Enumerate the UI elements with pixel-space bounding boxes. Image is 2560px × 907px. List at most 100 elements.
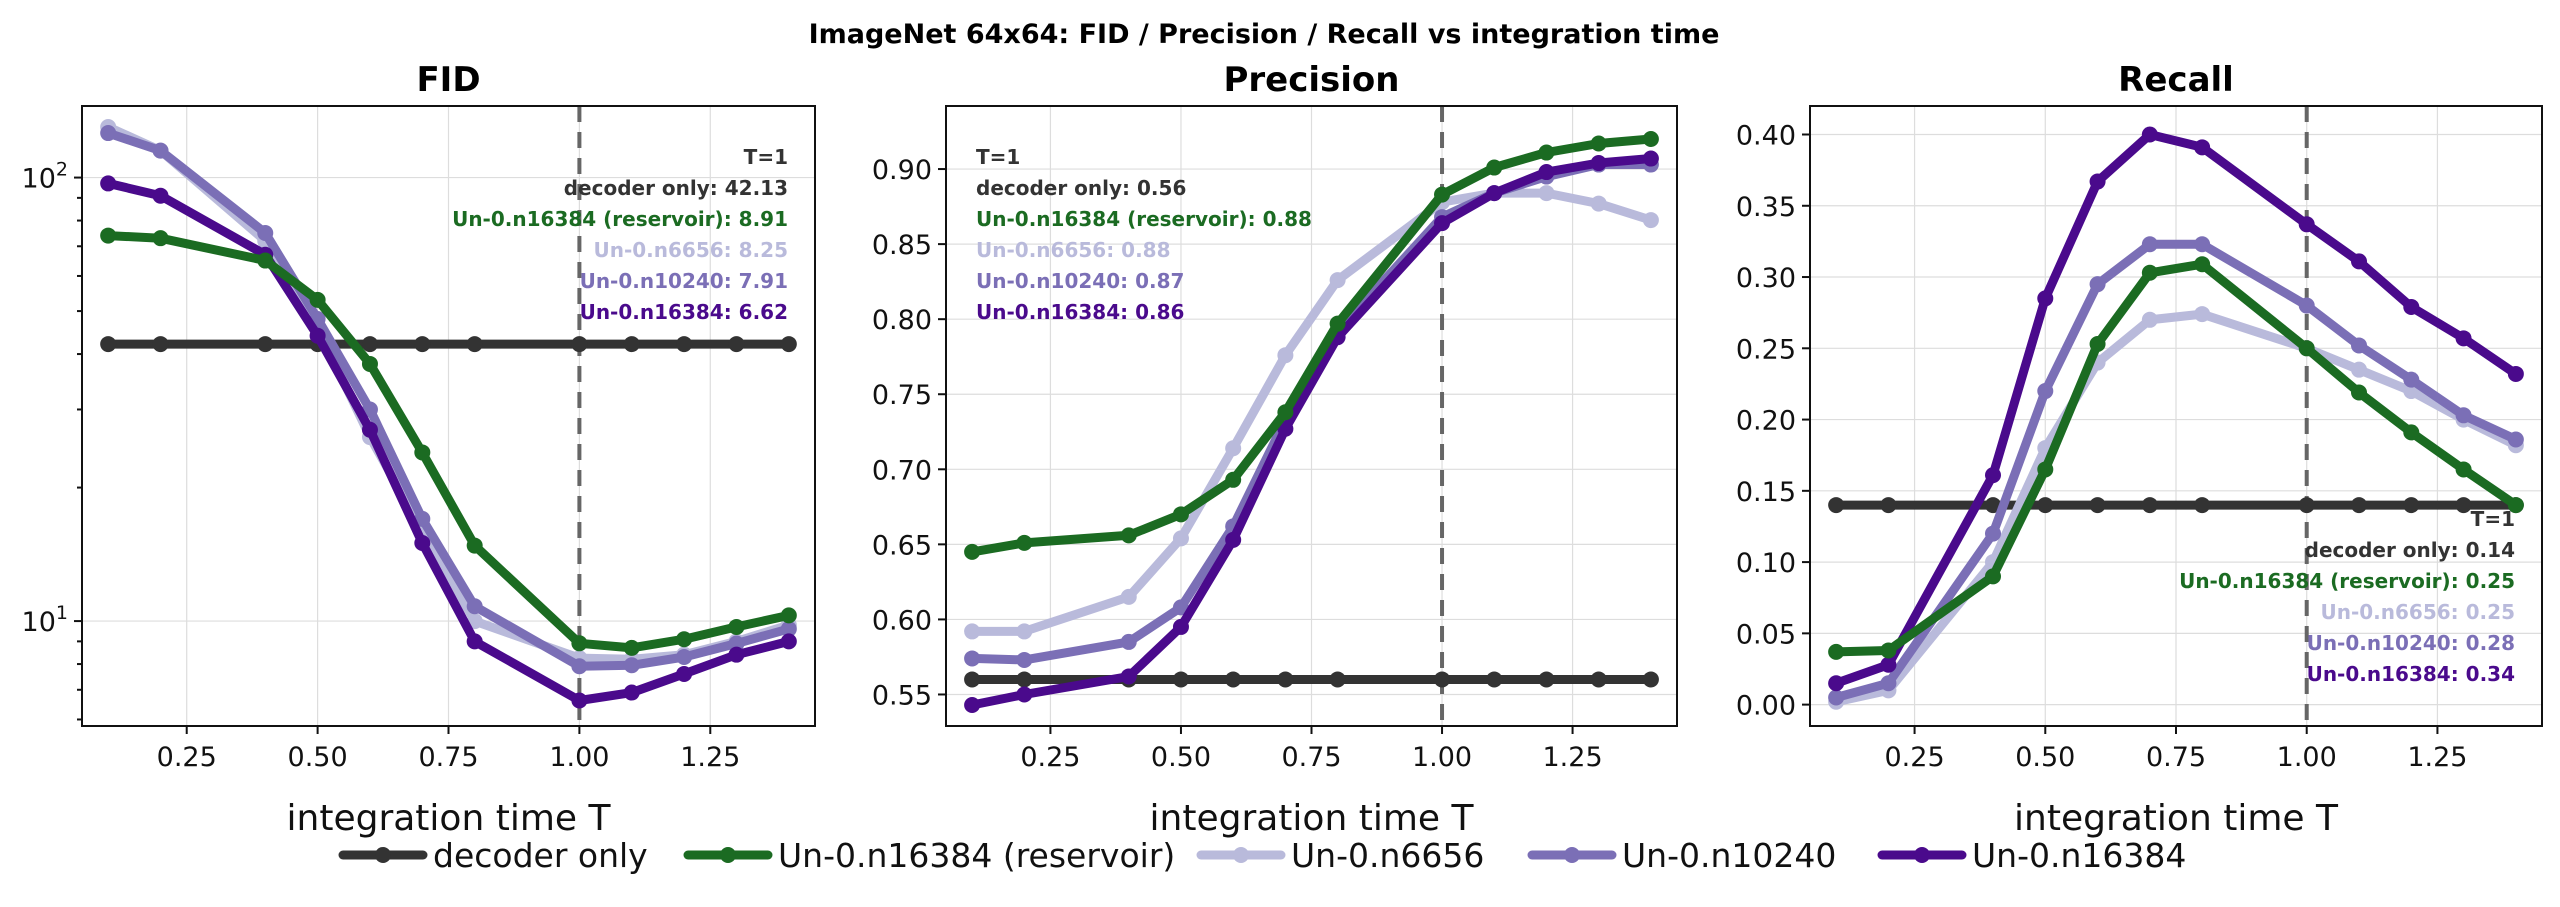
y-tick-label: 0.25 xyxy=(1736,334,1796,365)
x-axis-label: integration time T xyxy=(2014,798,2339,839)
data-point-un-0-n10240 xyxy=(1828,689,1845,706)
y-tick-label: 0.15 xyxy=(1736,477,1796,508)
x-tick-label: 1.25 xyxy=(2407,742,2467,773)
y-tick-label: 0.30 xyxy=(1736,263,1796,294)
data-point-un-0-n10240 xyxy=(1985,525,2001,542)
data-point-un-0-n10240 xyxy=(2403,371,2420,388)
legend-marker-un-0-n16384-reservoir xyxy=(720,847,736,863)
data-point-un-0-n16384-reservoir xyxy=(1985,568,2001,585)
data-point-un-0-n16384 xyxy=(1225,531,1242,548)
data-point-un-0-n16384 xyxy=(414,534,431,551)
data-point-decoder-only xyxy=(1642,671,1659,688)
x-tick-label: 0.25 xyxy=(157,742,217,773)
data-point-decoder-only xyxy=(1434,671,1451,688)
x-axis-label: integration time T xyxy=(1150,798,1475,839)
annotation-line: T=1 xyxy=(2471,507,2515,531)
data-point-un-0-n16384-reservoir xyxy=(623,639,640,656)
x-tick-label: 0.50 xyxy=(288,742,348,773)
series-line-un-0-n16384-reservoir xyxy=(1831,259,2521,657)
data-point-un-0-n16384-reservoir xyxy=(571,635,588,652)
data-point-un-0-n10240 xyxy=(2351,337,2367,354)
data-point-un-0-n10240 xyxy=(1880,675,1897,692)
data-point-un-0-n10240 xyxy=(466,598,483,615)
data-point-un-0-n10240 xyxy=(100,125,117,142)
annotation-line: Un-0.n16384: 0.86 xyxy=(976,300,1184,324)
data-point-un-0-n16384-reservoir xyxy=(2351,384,2367,401)
legend-marker-decoder-only xyxy=(375,847,391,863)
data-point-decoder-only xyxy=(2403,497,2420,514)
x-tick-label: 0.75 xyxy=(2146,742,2206,773)
data-point-un-0-n10240 xyxy=(964,650,981,667)
y-tick-label: 102 xyxy=(22,159,68,195)
data-point-un-0-n16384-reservoir xyxy=(1486,159,1503,176)
panel-title: Recall xyxy=(2118,60,2234,100)
data-point-decoder-only xyxy=(1486,671,1503,688)
legend-marker-un-0-n10240 xyxy=(1564,847,1580,863)
y-tick-label: 0.70 xyxy=(872,455,932,486)
data-point-un-0-n16384-reservoir xyxy=(152,230,169,247)
plot-frame xyxy=(81,105,816,727)
y-tick-label: 0.35 xyxy=(1736,192,1796,223)
data-point-un-0-n10240 xyxy=(414,510,431,527)
data-point-un-0-n16384-reservoir xyxy=(1225,471,1242,488)
data-point-un-0-n16384 xyxy=(676,665,693,682)
y-tick-base: 10 xyxy=(22,164,56,195)
data-point-un-0-n16384-reservoir xyxy=(1016,534,1033,551)
data-point-un-0-n6656 xyxy=(1172,530,1189,547)
data-point-decoder-only xyxy=(2298,497,2315,514)
x-tick-label: 0.25 xyxy=(1885,742,1945,773)
legend-label: Un-0.n16384 xyxy=(1972,836,2186,875)
annotation-line: Un-0.n10240: 0.28 xyxy=(2307,631,2515,655)
data-point-un-0-n6656 xyxy=(2141,311,2158,328)
data-point-decoder-only xyxy=(1329,671,1346,688)
data-point-un-0-n6656 xyxy=(2194,306,2211,323)
data-point-un-0-n16384-reservoir xyxy=(1277,404,1294,421)
data-point-un-0-n6656 xyxy=(1538,185,1555,202)
data-point-un-0-n16384 xyxy=(1434,215,1451,232)
data-point-un-0-n16384-reservoir xyxy=(2455,461,2472,478)
series-line-un-0-n6656 xyxy=(967,188,1656,636)
data-point-decoder-only xyxy=(728,336,745,353)
data-point-un-0-n16384 xyxy=(2089,173,2106,190)
annotation-line: Un-0.n16384 (reservoir): 0.25 xyxy=(2179,569,2515,593)
data-point-un-0-n16384-reservoir xyxy=(466,537,483,554)
figure-title: ImageNet 64x64: FID / Precision / Recall… xyxy=(809,19,1720,50)
annotation-line: T=1 xyxy=(744,145,788,169)
data-point-decoder-only xyxy=(780,336,797,353)
data-point-un-0-n6656 xyxy=(964,623,981,640)
data-point-un-0-n16384-reservoir xyxy=(1434,186,1451,203)
legend-label: Un-0.n16384 (reservoir) xyxy=(778,836,1175,875)
data-point-un-0-n16384 xyxy=(2298,216,2315,233)
data-point-decoder-only xyxy=(1880,497,1897,514)
annotation-line: Un-0.n6656: 0.88 xyxy=(976,238,1171,262)
data-point-un-0-n16384 xyxy=(1590,155,1607,172)
data-point-un-0-n16384 xyxy=(1277,420,1294,437)
data-point-decoder-only xyxy=(964,671,981,688)
data-point-un-0-n10240 xyxy=(1172,599,1189,616)
data-point-decoder-only xyxy=(1828,497,1845,514)
chart-panel-fid: 0.25 0.50 0.75 1.00 1.25101102FIDintegration… xyxy=(22,60,816,839)
annotation-line: decoder only: 42.13 xyxy=(564,176,788,200)
y-tick-label: 0.90 xyxy=(872,155,932,186)
series-line-un-0-n16384-reservoir xyxy=(103,231,794,653)
data-point-decoder-only xyxy=(2037,497,2054,514)
data-point-un-0-n16384-reservoir xyxy=(2089,336,2106,353)
data-point-decoder-only xyxy=(1277,671,1294,688)
data-point-un-0-n6656 xyxy=(1225,440,1242,457)
data-point-un-0-n16384-reservoir xyxy=(780,607,797,624)
data-point-un-0-n16384-reservoir xyxy=(1538,144,1555,161)
data-point-un-0-n10240 xyxy=(623,657,640,674)
y-tick-label: 0.85 xyxy=(872,230,932,261)
series-line-un-0-n10240 xyxy=(103,128,794,671)
y-tick-base: 10 xyxy=(22,607,56,638)
data-point-un-0-n16384-reservoir xyxy=(1642,131,1659,148)
data-point-un-0-n16384 xyxy=(964,696,981,713)
x-tick-label: 1.00 xyxy=(2277,742,2337,773)
y-tick-exponent: 2 xyxy=(56,159,68,181)
data-point-un-0-n16384 xyxy=(1828,675,1845,692)
data-point-un-0-n10240 xyxy=(2507,431,2524,448)
data-point-un-0-n16384-reservoir xyxy=(1120,527,1137,544)
data-point-un-0-n16384 xyxy=(571,692,588,709)
annotation-line: decoder only: 0.56 xyxy=(976,176,1186,200)
data-point-un-0-n16384-reservoir xyxy=(1172,506,1189,523)
